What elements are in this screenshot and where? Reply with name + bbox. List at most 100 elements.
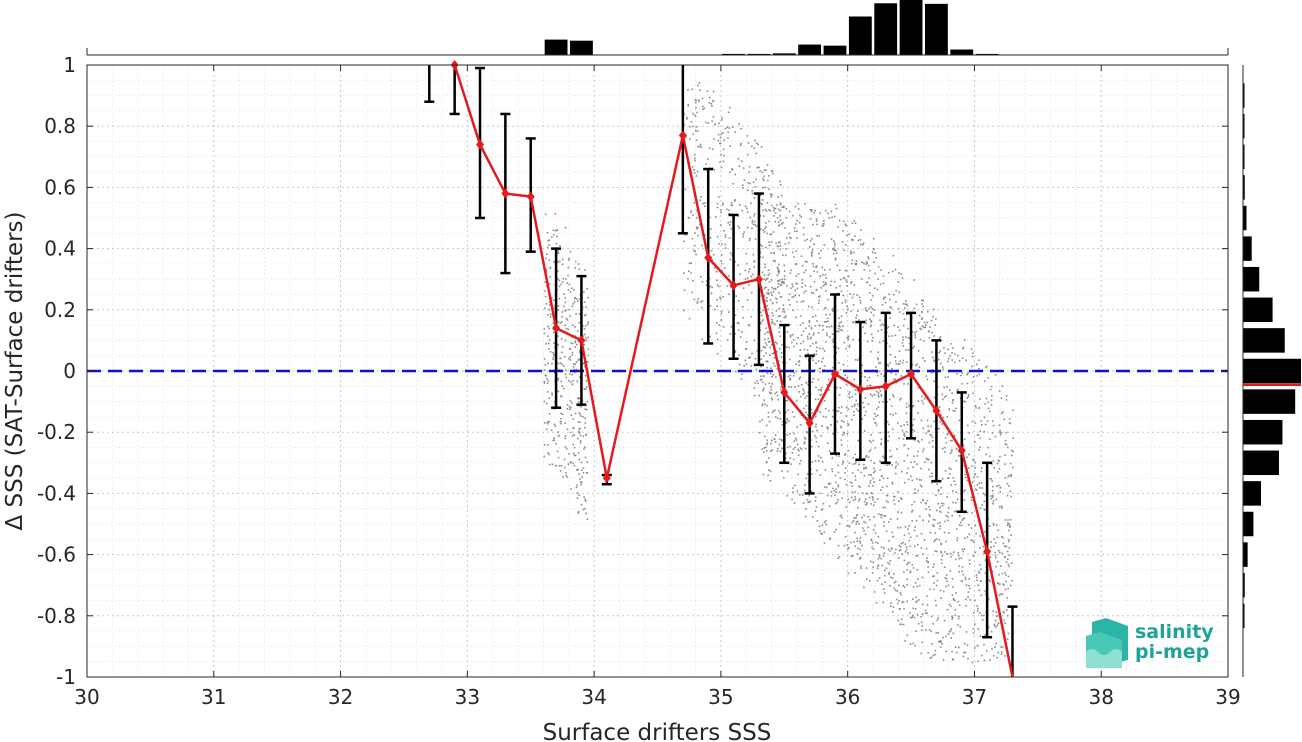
scatter-point xyxy=(817,332,820,334)
scatter-point xyxy=(573,363,575,365)
scatter-point xyxy=(974,488,977,491)
scatter-point xyxy=(912,607,914,610)
scatter-point xyxy=(545,342,547,345)
scatter-point xyxy=(745,252,748,255)
scatter-point xyxy=(931,472,933,475)
scatter-point xyxy=(762,256,764,259)
scatter-point xyxy=(571,287,573,290)
scatter-point xyxy=(805,327,807,330)
scatter-point xyxy=(808,320,811,322)
mean-marker xyxy=(830,369,839,380)
scatter-point xyxy=(861,261,863,263)
scatter-point xyxy=(850,541,852,544)
scatter-point xyxy=(567,463,570,465)
scatter-point xyxy=(928,330,930,332)
scatter-point xyxy=(930,351,933,353)
scatter-point xyxy=(716,298,718,301)
scatter-point xyxy=(797,473,799,476)
scatter-point xyxy=(791,341,793,344)
scatter-point xyxy=(764,333,766,335)
scatter-point xyxy=(793,227,796,229)
scatter-point xyxy=(552,356,555,359)
scatter-point xyxy=(906,454,909,457)
scatter-point xyxy=(861,418,864,420)
scatter-point xyxy=(877,557,880,560)
scatter-point xyxy=(1008,422,1011,424)
scatter-point xyxy=(738,227,741,229)
scatter-point xyxy=(783,316,786,319)
scatter-point xyxy=(701,105,704,108)
scatter-point xyxy=(930,615,933,618)
scatter-point xyxy=(954,483,957,486)
scatter-point xyxy=(791,451,794,454)
scatter-point xyxy=(552,351,554,354)
scatter-point xyxy=(976,644,979,647)
scatter-point xyxy=(547,325,549,328)
scatter-point xyxy=(816,271,819,273)
scatter-point xyxy=(1006,615,1009,617)
scatter-point xyxy=(890,605,892,608)
scatter-point xyxy=(841,302,844,304)
scatter-point xyxy=(783,476,785,479)
scatter-point xyxy=(912,466,914,468)
scatter-point xyxy=(926,311,929,313)
scatter-point xyxy=(864,332,867,335)
scatter-point xyxy=(944,551,946,553)
scatter-point xyxy=(818,252,820,255)
scatter-point xyxy=(565,474,567,477)
scatter-point xyxy=(823,307,826,310)
scatter-point xyxy=(929,433,932,436)
scatter-point xyxy=(853,378,856,381)
scatter-point xyxy=(760,375,762,378)
scatter-point xyxy=(833,249,836,251)
scatter-point xyxy=(547,444,549,446)
scatter-point xyxy=(811,461,814,463)
scatter-point xyxy=(793,484,796,487)
scatter-point xyxy=(733,200,736,202)
scatter-point xyxy=(945,650,948,653)
scatter-point xyxy=(579,478,582,480)
scatter-point xyxy=(782,304,785,306)
scatter-point xyxy=(794,294,797,297)
scatter-point xyxy=(892,394,894,397)
scatter-point xyxy=(888,540,890,542)
scatter-point xyxy=(831,308,833,311)
scatter-point xyxy=(547,420,550,423)
scatter-point xyxy=(859,486,861,488)
scatter-point xyxy=(883,592,886,594)
scatter-point xyxy=(777,279,780,282)
scatter-point xyxy=(999,486,1002,489)
scatter-point xyxy=(904,435,906,437)
scatter-point xyxy=(764,346,767,349)
scatter-point xyxy=(946,433,949,436)
scatter-point xyxy=(571,383,574,385)
right-histogram-bar xyxy=(1243,389,1296,414)
scatter-point xyxy=(571,353,573,356)
scatter-point xyxy=(928,441,931,444)
scatter-point xyxy=(550,429,553,432)
scatter-point xyxy=(560,464,563,467)
scatter-point xyxy=(862,244,864,246)
scatter-point xyxy=(889,560,892,562)
scatter-point xyxy=(577,437,579,440)
mean-marker xyxy=(501,188,510,199)
scatter-point xyxy=(922,402,924,405)
scatter-point xyxy=(808,501,810,503)
scatter-point xyxy=(700,301,702,303)
scatter-point xyxy=(955,407,957,410)
scatter-point xyxy=(991,480,993,482)
scatter-point xyxy=(714,308,716,311)
scatter-point xyxy=(779,412,782,414)
scatter-point xyxy=(951,618,953,620)
scatter-point xyxy=(765,460,768,463)
scatter-point xyxy=(571,351,574,354)
scatter-point xyxy=(570,414,573,417)
scatter-point xyxy=(754,358,757,360)
scatter-point xyxy=(893,503,896,505)
scatter-point xyxy=(569,381,572,383)
scatter-point xyxy=(557,362,560,365)
scatter-point xyxy=(796,490,799,493)
scatter-point xyxy=(547,342,550,345)
scatter-point xyxy=(971,481,974,484)
scatter-point xyxy=(871,251,874,253)
